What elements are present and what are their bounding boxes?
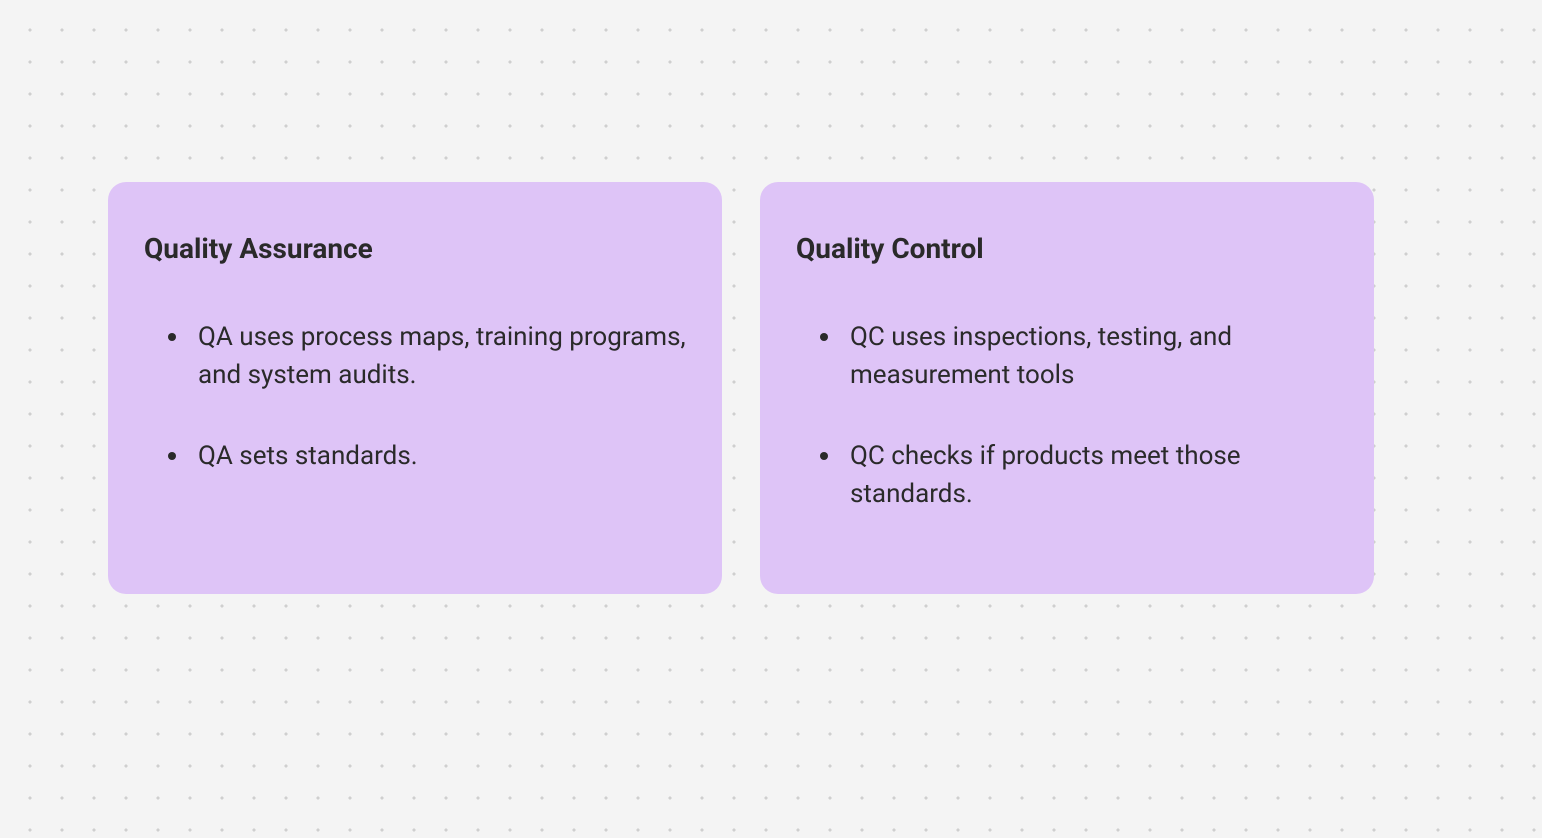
card-list-qa: QA uses process maps, training programs,…: [144, 319, 686, 476]
cards-container: Quality Assurance QA uses process maps, …: [108, 182, 1374, 594]
card-quality-assurance: Quality Assurance QA uses process maps, …: [108, 182, 722, 594]
list-item: QA sets standards.: [168, 438, 686, 476]
card-title-qc: Quality Control: [796, 232, 1338, 265]
card-quality-control: Quality Control QC uses inspections, tes…: [760, 182, 1374, 594]
list-item: QC checks if products meet those standar…: [820, 438, 1338, 513]
list-item: QC uses inspections, testing, and measur…: [820, 319, 1338, 394]
card-list-qc: QC uses inspections, testing, and measur…: [796, 319, 1338, 514]
list-item: QA uses process maps, training programs,…: [168, 319, 686, 394]
card-title-qa: Quality Assurance: [144, 232, 686, 265]
